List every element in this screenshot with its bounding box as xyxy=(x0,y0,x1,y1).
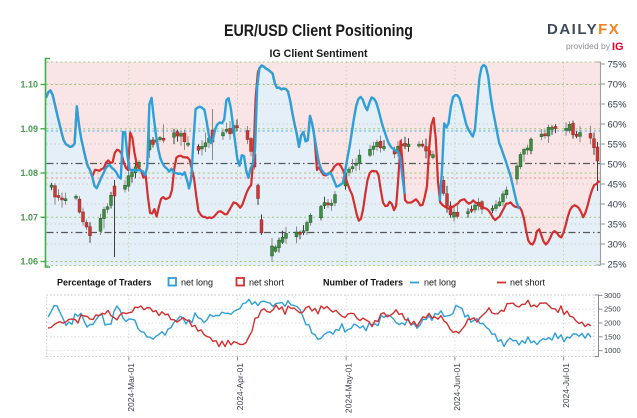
svg-text:2024-Mar-01: 2024-Mar-01 xyxy=(126,363,136,412)
svg-text:60%: 60% xyxy=(608,120,628,131)
svg-text:75%: 75% xyxy=(608,60,628,71)
svg-text:provided by: provided by xyxy=(566,41,611,51)
svg-text:net short: net short xyxy=(510,278,546,288)
svg-text:1.08: 1.08 xyxy=(20,168,38,178)
svg-text:2500: 2500 xyxy=(604,305,621,314)
svg-text:net long: net long xyxy=(181,278,213,288)
svg-text:50%: 50% xyxy=(608,160,628,171)
svg-text:Number of Traders: Number of Traders xyxy=(323,278,403,288)
svg-text:25%: 25% xyxy=(608,260,628,271)
svg-text:40%: 40% xyxy=(608,200,628,211)
svg-text:3000: 3000 xyxy=(604,291,621,300)
svg-text:IG Client Sentiment: IG Client Sentiment xyxy=(270,48,368,60)
svg-text:IG: IG xyxy=(612,41,624,53)
svg-text:55%: 55% xyxy=(608,140,628,151)
svg-text:2024-Apr-01: 2024-Apr-01 xyxy=(235,363,245,411)
svg-text:70%: 70% xyxy=(608,80,628,91)
svg-text:2024-Jul-01: 2024-Jul-01 xyxy=(561,363,571,408)
svg-text:30%: 30% xyxy=(608,240,628,251)
svg-text:45%: 45% xyxy=(608,180,628,191)
svg-text:1.06: 1.06 xyxy=(20,257,38,267)
svg-text:2000: 2000 xyxy=(604,319,621,328)
svg-text:DAILYFX: DAILYFX xyxy=(547,21,620,38)
svg-text:2024-Jun-01: 2024-Jun-01 xyxy=(452,363,462,411)
svg-text:35%: 35% xyxy=(608,220,628,231)
svg-text:1000: 1000 xyxy=(604,346,621,355)
svg-text:1.07: 1.07 xyxy=(20,212,38,222)
svg-text:1.10: 1.10 xyxy=(20,80,38,90)
svg-text:2024-May-01: 2024-May-01 xyxy=(343,363,353,413)
svg-text:65%: 65% xyxy=(608,100,628,111)
svg-text:1500: 1500 xyxy=(604,332,621,341)
svg-text:net long: net long xyxy=(424,278,456,288)
svg-text:Percentage of Traders: Percentage of Traders xyxy=(57,278,152,288)
svg-text:net short: net short xyxy=(249,278,285,288)
svg-text:EUR/USD Client Positioning: EUR/USD Client Positioning xyxy=(224,22,413,40)
svg-text:1.09: 1.09 xyxy=(20,124,38,134)
